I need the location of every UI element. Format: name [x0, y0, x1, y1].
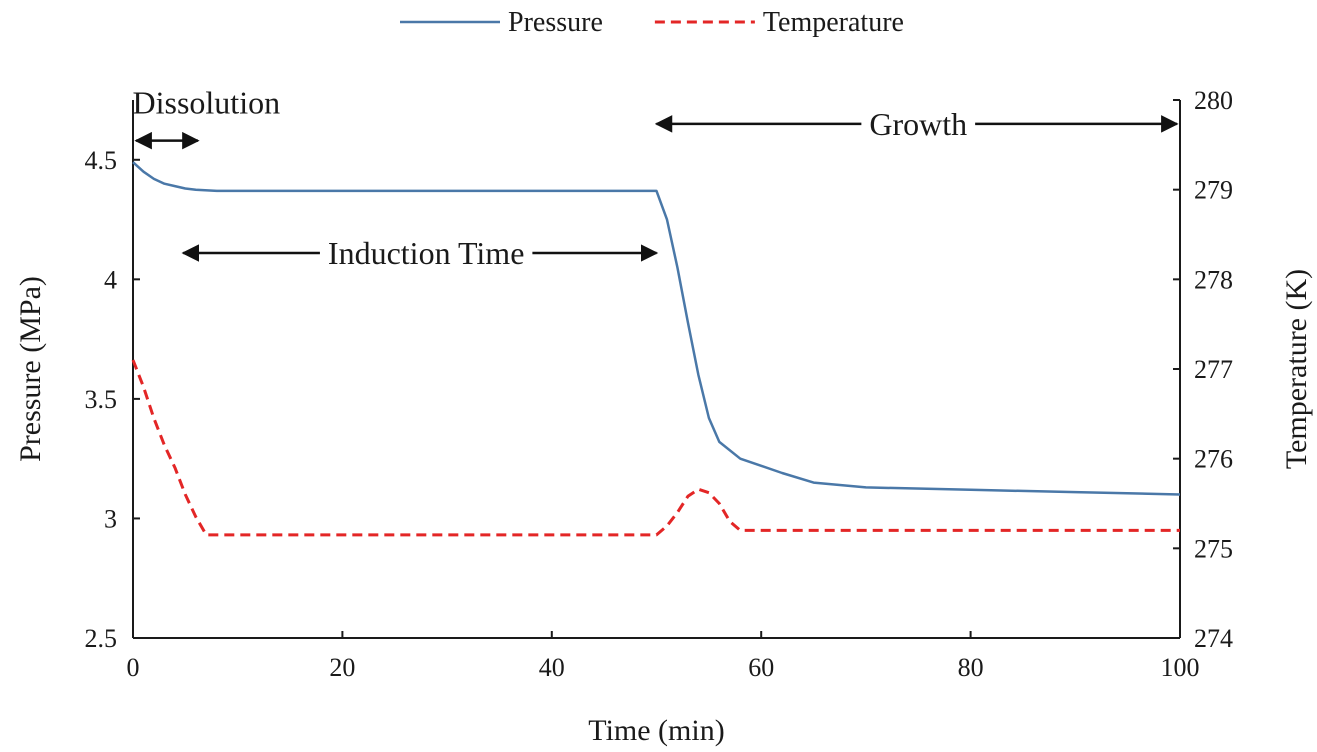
y-right-tick-label: 280 — [1194, 86, 1233, 115]
annotation-label-dissolution: Dissolution — [133, 84, 281, 120]
annotation-label-growth: Growth — [869, 106, 967, 142]
x-tick-label: 80 — [958, 653, 984, 682]
y-right-tick-label: 275 — [1194, 534, 1233, 563]
x-tick-label: 0 — [127, 653, 140, 682]
y-right-tick-label: 279 — [1194, 176, 1233, 205]
y-right-tick-label: 277 — [1194, 355, 1233, 384]
y-right-tick-label: 274 — [1194, 624, 1233, 653]
annotation-label-induction-time: Induction Time — [328, 235, 524, 271]
annotations: Dissolution Induction Time Growth — [133, 84, 1179, 271]
y-right-tick-label: 278 — [1194, 265, 1233, 294]
x-tick-label: 20 — [329, 653, 355, 682]
x-tick-label: 100 — [1161, 653, 1200, 682]
x-tick-label: 60 — [748, 653, 774, 682]
y-left-tick-label: 4 — [104, 265, 117, 294]
y-left-tick-label: 3.5 — [85, 385, 118, 414]
y-left-tick-label: 2.5 — [85, 624, 118, 653]
y-right-tick-label: 276 — [1194, 445, 1233, 474]
series-line-pressure — [132, 161, 1181, 496]
plot-series — [131, 161, 1181, 537]
legend: Pressure Temperature — [400, 7, 904, 38]
axes: 0 20 40 60 80 100 2.5 3 3.5 4 4.5 274 275 276 277 278 27… — [14, 86, 1313, 747]
x-tick-label: 40 — [539, 653, 565, 682]
x-axis-title: Time (min) — [588, 714, 724, 747]
y-left-tick-label: 3 — [104, 504, 117, 533]
legend-label-temperature: Temperature — [763, 7, 904, 38]
series-line-temperature — [131, 359, 1180, 537]
legend-label-pressure: Pressure — [508, 7, 603, 38]
y-right-axis-title: Temperature (K) — [1280, 269, 1313, 469]
y-left-axis-title: Pressure (MPa) — [14, 276, 47, 462]
y-left-tick-label: 4.5 — [85, 146, 118, 175]
